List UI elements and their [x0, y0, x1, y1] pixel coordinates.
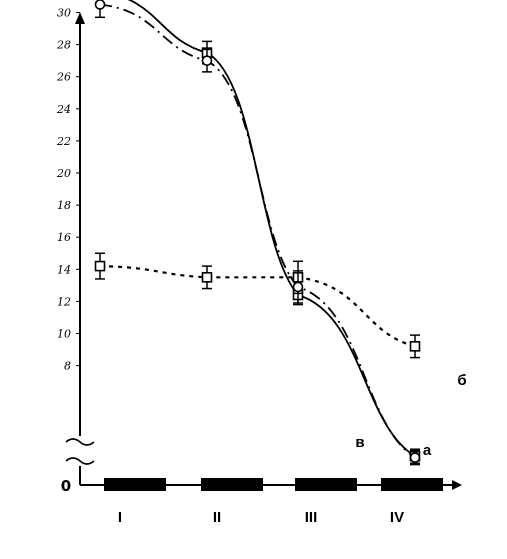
series-labels: а б в	[355, 372, 466, 459]
series-label: в	[355, 434, 364, 451]
axis-break-mark	[65, 438, 95, 446]
series-line	[99, 3, 416, 459]
series-curves	[99, 0, 416, 459]
data-point	[409, 341, 421, 352]
zero-label: 0	[61, 477, 71, 495]
category-bar	[201, 478, 263, 491]
chart-axes	[65, 12, 462, 490]
y-tick-label: 26	[56, 71, 71, 84]
data-point	[201, 55, 213, 66]
y-tick-label: 8	[64, 360, 71, 373]
category-bar	[381, 478, 443, 491]
y-tick-label: 30	[57, 7, 71, 20]
category-bars: I II III IV	[104, 478, 443, 526]
series-markers	[94, 0, 421, 466]
series-line	[99, 264, 416, 348]
series-label: б	[457, 372, 466, 389]
y-axis-ticks: 81012141618202224262830320	[56, 7, 80, 495]
axis-break-mark	[65, 457, 95, 465]
category-label: I	[118, 509, 122, 526]
data-point	[292, 281, 304, 293]
category-bar	[295, 478, 357, 491]
data-point	[94, 0, 106, 10]
x-axis-arrow	[452, 480, 462, 490]
data-point	[94, 260, 106, 272]
data-point	[409, 452, 421, 463]
y-tick-label: 16	[57, 231, 71, 244]
y-tick-label: 10	[57, 328, 71, 341]
y-tick-label: 24	[56, 103, 71, 116]
y-axis-arrow	[75, 12, 85, 24]
y-tick-label: 28	[56, 39, 71, 52]
category-label: II	[213, 509, 221, 526]
y-tick-label: 12	[57, 295, 71, 308]
y-tick-label: 14	[57, 263, 71, 276]
y-tick-label: 20	[56, 167, 71, 180]
series-line	[127, 0, 416, 457]
series-label: а	[423, 442, 432, 459]
y-tick-label: 22	[56, 135, 71, 148]
category-label: IV	[390, 509, 404, 526]
data-point	[201, 272, 213, 283]
category-bar	[104, 478, 166, 491]
y-tick-label: 18	[57, 199, 71, 212]
category-label: III	[305, 509, 318, 526]
